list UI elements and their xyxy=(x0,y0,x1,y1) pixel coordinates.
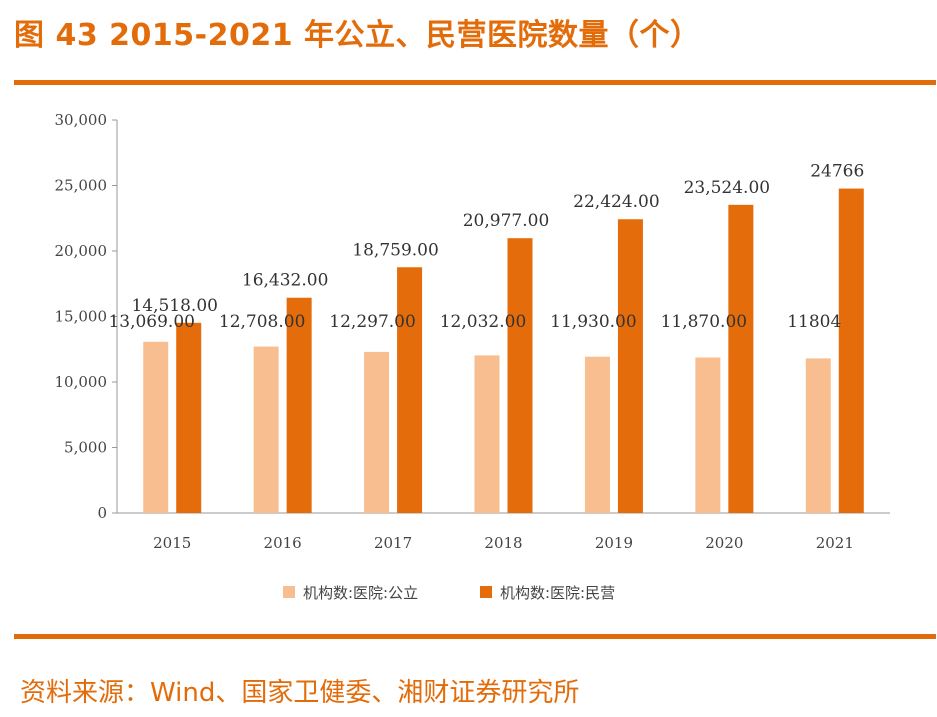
data-label-public: 13,069.00 xyxy=(108,312,195,332)
legend-swatch xyxy=(480,586,492,598)
data-label-public: 12,297.00 xyxy=(329,312,416,332)
bars xyxy=(143,188,864,513)
legend-label: 机构数:医院:民营 xyxy=(500,584,615,602)
x-tick-label: 2021 xyxy=(816,534,854,552)
data-label-public: 12,708.00 xyxy=(219,312,306,332)
data-label-private: 24766 xyxy=(810,162,864,182)
data-label-private: 23,524.00 xyxy=(684,178,771,198)
bar-private xyxy=(176,322,202,513)
y-tick-label: 0 xyxy=(97,504,107,522)
bar-private xyxy=(838,188,864,513)
y-axis: 0 5,000 10,000 15,000 20,000 25,000 30,000 xyxy=(55,111,118,522)
bar-private xyxy=(286,297,312,513)
data-label-private: 16,432.00 xyxy=(242,271,329,291)
legend-label: 机构数:医院:公立 xyxy=(303,584,418,602)
chart-title: 图 43 2015-2021 年公立、民营医院数量（个） xyxy=(14,18,701,53)
data-label-public: 11,870.00 xyxy=(661,312,748,332)
x-tick-label: 2020 xyxy=(705,534,743,552)
bar-public xyxy=(584,356,610,513)
bar-private xyxy=(617,219,643,513)
legend-swatch xyxy=(283,586,295,598)
bar-private xyxy=(397,267,423,513)
x-tick-label: 2016 xyxy=(264,534,302,552)
bar-public xyxy=(474,355,500,513)
x-tick-label: 2018 xyxy=(484,534,522,552)
bar-private xyxy=(728,204,754,513)
data-label-public: 11804 xyxy=(787,312,841,332)
y-tick-label: 10,000 xyxy=(55,373,108,391)
x-axis: 2015 2016 2017 2018 2019 2020 2021 xyxy=(117,512,890,552)
bar-private xyxy=(507,238,533,513)
y-tick-label: 15,000 xyxy=(55,308,108,326)
bottom-divider xyxy=(14,634,936,639)
bar-public xyxy=(253,346,279,513)
legend-item-public: 机构数:医院:公立 xyxy=(283,584,418,602)
source-note: 资料来源：Wind、国家卫健委、湘财证券研究所 xyxy=(20,678,580,708)
bar-public xyxy=(364,351,390,513)
legend: 机构数:医院:公立 机构数:医院:民营 xyxy=(283,584,615,602)
data-label-public: 11,930.00 xyxy=(550,312,637,332)
data-label-private: 20,977.00 xyxy=(463,211,550,231)
y-tick-label: 5,000 xyxy=(64,439,107,457)
top-divider xyxy=(14,80,936,85)
y-tick-label: 30,000 xyxy=(55,111,108,129)
data-label-public: 12,032.00 xyxy=(440,312,527,332)
y-tick-label: 20,000 xyxy=(55,242,108,260)
bar-chart: 0 5,000 10,000 15,000 20,000 25,000 30,000 201… xyxy=(55,111,890,602)
bar-public xyxy=(695,357,721,513)
bar-public xyxy=(143,341,169,513)
y-tick-label: 25,000 xyxy=(55,177,108,195)
data-label-private: 22,424.00 xyxy=(573,192,660,212)
x-tick-label: 2017 xyxy=(374,534,412,552)
x-tick-label: 2015 xyxy=(153,534,191,552)
data-label-private: 18,759.00 xyxy=(352,240,439,260)
bar-public xyxy=(805,358,831,513)
x-tick-label: 2019 xyxy=(595,534,633,552)
legend-item-private: 机构数:医院:民营 xyxy=(480,584,615,602)
data-label-private: 14,518.00 xyxy=(131,296,218,316)
